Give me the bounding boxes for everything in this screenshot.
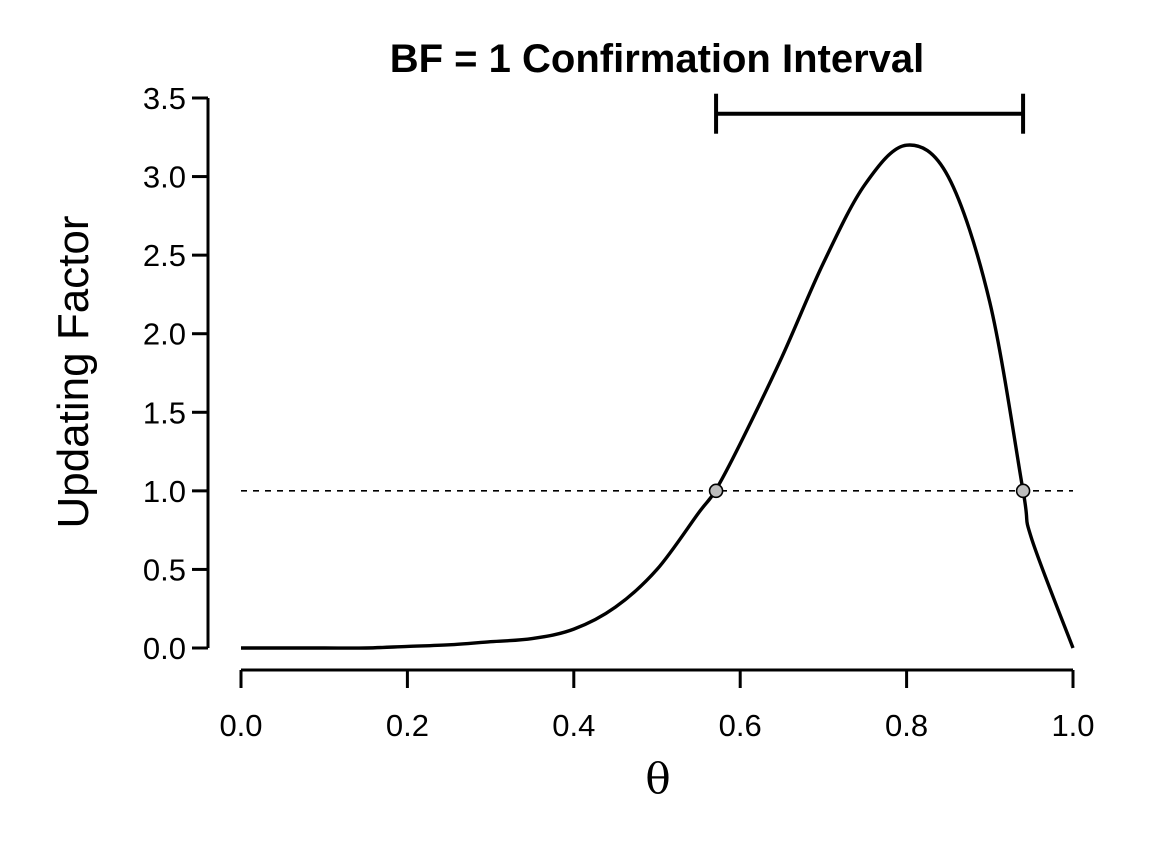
y-tick-label: 1.5 bbox=[143, 395, 186, 430]
y-tick-label: 3.0 bbox=[143, 160, 186, 195]
x-axis-label: θ bbox=[645, 754, 670, 803]
x-tick-label: 0.0 bbox=[219, 708, 262, 743]
y-axis-label: Updating Factor bbox=[49, 215, 98, 528]
chart-title: BF = 1 Confirmation Interval bbox=[390, 37, 925, 81]
x-tick-label: 0.2 bbox=[386, 708, 429, 743]
y-tick-label: 2.5 bbox=[143, 238, 186, 273]
y-tick-label: 1.0 bbox=[143, 474, 186, 509]
updating-factor-curve bbox=[241, 143, 1075, 650]
plot-area bbox=[241, 93, 1075, 650]
y-tick-label: 0.0 bbox=[143, 631, 186, 666]
y-tick-label: 3.5 bbox=[143, 81, 186, 116]
x-tick-label: 0.8 bbox=[885, 708, 928, 743]
x-tick-label: 0.4 bbox=[552, 708, 595, 743]
y-axis: 0.0 0.5 1.0 1.5 2.0 2.5 3.0 3.5 bbox=[143, 81, 210, 666]
intersection-point bbox=[708, 483, 724, 499]
y-tick-label: 0.5 bbox=[143, 552, 186, 587]
intersection-point bbox=[1015, 483, 1031, 499]
x-axis: 0.0 0.2 0.4 0.6 0.8 1.0 bbox=[219, 668, 1095, 743]
x-tick-label: 0.6 bbox=[719, 708, 762, 743]
y-tick-label: 2.0 bbox=[143, 317, 186, 352]
x-tick-label: 1.0 bbox=[1051, 708, 1094, 743]
